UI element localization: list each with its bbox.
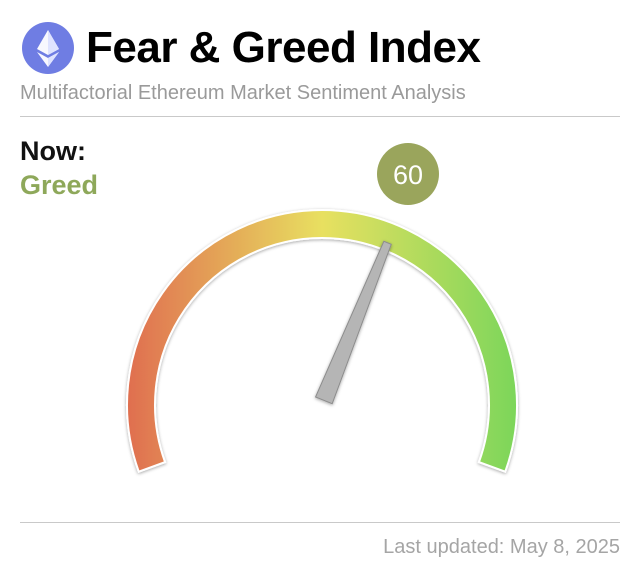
gauge-arc: [126, 209, 518, 473]
gauge-needle: [314, 240, 392, 405]
ethereum-icon: [22, 22, 74, 74]
value-badge-text: 60: [393, 160, 423, 190]
now-label: Now:: [20, 136, 86, 166]
fear-greed-gauge: 60: [126, 143, 518, 473]
sentiment-label: Greed: [20, 170, 99, 200]
page-subtitle: Multifactorial Ethereum Market Sentiment…: [20, 82, 466, 104]
header: Fear & Greed Index: [22, 22, 481, 74]
divider: [20, 116, 620, 117]
divider: [20, 522, 620, 523]
value-badge: [377, 143, 439, 205]
page-title: Fear & Greed Index: [86, 23, 481, 72]
last-updated: Last updated: May 8, 2025: [383, 536, 620, 558]
